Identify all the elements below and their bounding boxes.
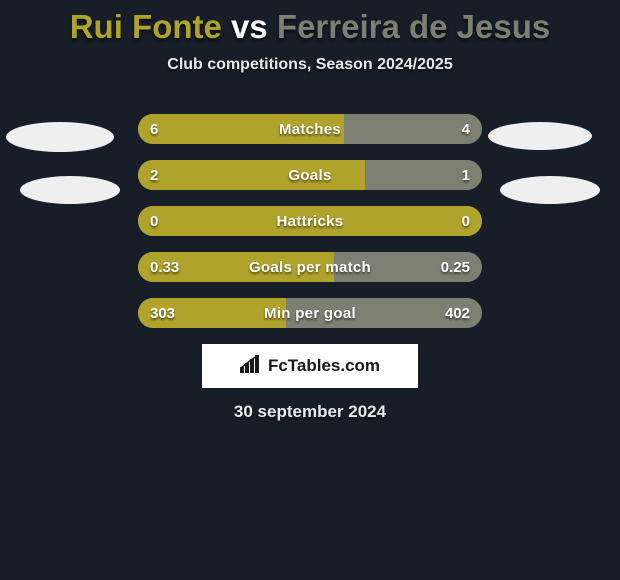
stat-row: Matches6 4 [0, 114, 620, 144]
stat-bar-track: Goals per match [138, 252, 482, 282]
stat-value-right: 4 [462, 114, 470, 144]
stat-value-left: 2 [150, 160, 158, 190]
stat-bar-track: Min per goal [138, 298, 482, 328]
stat-bar-label: Hattricks [138, 206, 482, 236]
title-vs: vs [222, 8, 277, 45]
stat-value-right: 402 [445, 298, 470, 328]
stat-bar-label: Matches [138, 114, 482, 144]
logo-text: FcTables.com [268, 356, 380, 376]
stat-bar-label: Goals per match [138, 252, 482, 282]
stat-value-left: 6 [150, 114, 158, 144]
stat-row: Goals2 1 [0, 160, 620, 190]
stat-row: Min per goal303 402 [0, 298, 620, 328]
stat-value-right: 1 [462, 160, 470, 190]
stat-bar-track: Hattricks [138, 206, 482, 236]
title-left: Rui Fonte [70, 8, 222, 45]
stat-bar-track: Goals [138, 160, 482, 190]
title-right: Ferreira de Jesus [277, 8, 550, 45]
stat-bar-label: Goals [138, 160, 482, 190]
stat-bar-track: Matches [138, 114, 482, 144]
logo-box: FcTables.com [202, 344, 418, 388]
stat-row: Hattricks0 0 [0, 206, 620, 236]
page-title: Rui Fonte vs Ferreira de Jesus [0, 0, 620, 46]
stat-value-left: 0.33 [150, 252, 179, 282]
stat-value-left: 0 [150, 206, 158, 236]
stat-bar-label: Min per goal [138, 298, 482, 328]
stat-value-left: 303 [150, 298, 175, 328]
stat-value-right: 0.25 [441, 252, 470, 282]
stat-row: Goals per match0.33 0.25 [0, 252, 620, 282]
bars-icon [240, 355, 262, 378]
subtitle: Club competitions, Season 2024/2025 [0, 56, 620, 74]
stat-value-right: 0 [462, 206, 470, 236]
logo: FcTables.com [240, 355, 380, 378]
date: 30 september 2024 [0, 402, 620, 422]
